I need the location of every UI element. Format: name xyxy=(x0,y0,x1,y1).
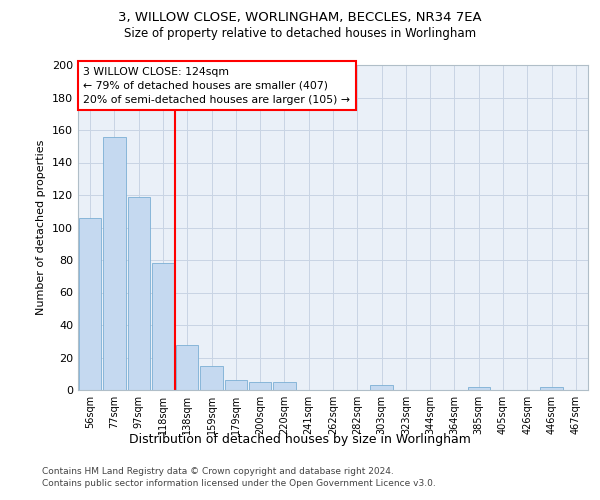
Text: 3 WILLOW CLOSE: 124sqm
← 79% of detached houses are smaller (407)
20% of semi-de: 3 WILLOW CLOSE: 124sqm ← 79% of detached… xyxy=(83,66,350,104)
Bar xyxy=(273,382,296,390)
Bar xyxy=(79,218,101,390)
Y-axis label: Number of detached properties: Number of detached properties xyxy=(37,140,46,315)
Text: Size of property relative to detached houses in Worlingham: Size of property relative to detached ho… xyxy=(124,28,476,40)
Text: Contains HM Land Registry data © Crown copyright and database right 2024.: Contains HM Land Registry data © Crown c… xyxy=(42,468,394,476)
Bar xyxy=(128,196,150,390)
Text: Contains public sector information licensed under the Open Government Licence v3: Contains public sector information licen… xyxy=(42,479,436,488)
Text: Distribution of detached houses by size in Worlingham: Distribution of detached houses by size … xyxy=(129,432,471,446)
Text: 3, WILLOW CLOSE, WORLINGHAM, BECCLES, NR34 7EA: 3, WILLOW CLOSE, WORLINGHAM, BECCLES, NR… xyxy=(118,12,482,24)
Bar xyxy=(467,387,490,390)
Bar xyxy=(152,263,174,390)
Bar xyxy=(370,385,393,390)
Bar xyxy=(200,366,223,390)
Bar xyxy=(249,382,271,390)
Bar xyxy=(224,380,247,390)
Bar xyxy=(176,344,199,390)
Bar xyxy=(103,136,125,390)
Bar xyxy=(541,387,563,390)
